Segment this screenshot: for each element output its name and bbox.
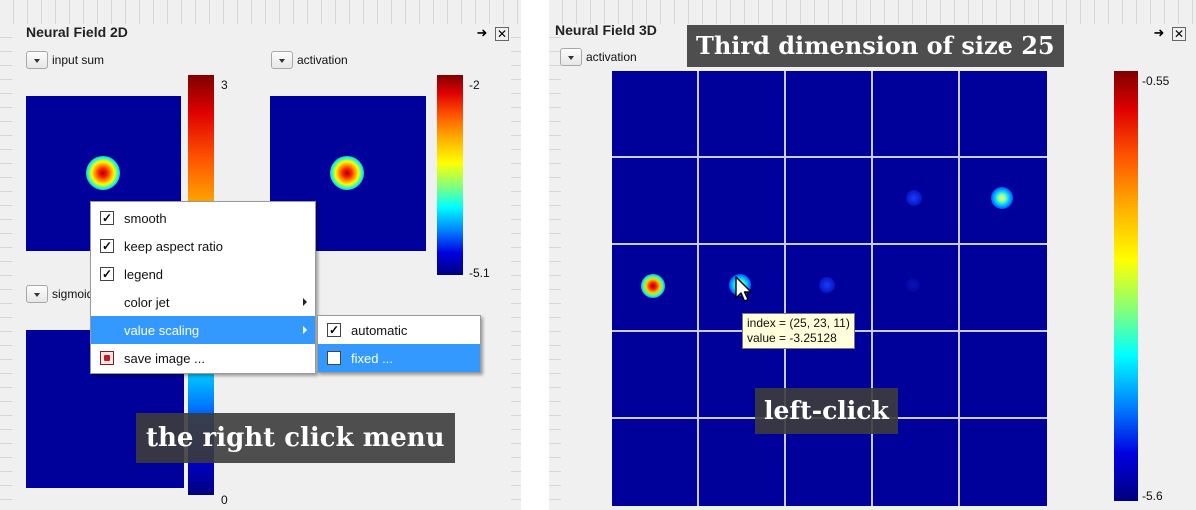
- tooltip-value: value = -3.25128: [747, 331, 837, 345]
- close-button[interactable]: ✕: [495, 27, 509, 41]
- menu-item-color-jet[interactable]: color jet: [91, 288, 315, 316]
- activation-peak: [991, 187, 1013, 209]
- input-sum-label: input sum: [52, 53, 105, 67]
- close-button[interactable]: ✕: [1172, 27, 1186, 41]
- submenu-arrow-icon: [303, 326, 307, 334]
- activation-label: activation: [586, 50, 637, 64]
- grid-divider: [612, 156, 1047, 158]
- activation-scale-max: -2: [469, 78, 480, 92]
- grid-divider: [958, 71, 960, 506]
- menu-item-label: color jet: [124, 294, 170, 310]
- undock-arrow-icon: ➜: [1153, 25, 1165, 40]
- grid-divider: [697, 71, 699, 506]
- grid-divider: [871, 71, 873, 506]
- submenu-item-automatic[interactable]: ✓ automatic: [318, 316, 480, 344]
- menu-item-save-image[interactable]: save image ...: [91, 344, 315, 372]
- activation-peak: [641, 274, 665, 298]
- activation-dropdown[interactable]: activation: [560, 48, 637, 66]
- menu-item-keep-aspect-ratio[interactable]: ✓ keep aspect ratio: [91, 232, 315, 260]
- activation-dropdown[interactable]: activation: [271, 51, 348, 69]
- activation-peak: [906, 278, 920, 292]
- submenu-item-fixed[interactable]: fixed ...: [318, 344, 480, 372]
- menu-item-value-scaling[interactable]: value scaling: [91, 316, 315, 344]
- mouse-pointer-icon: [735, 276, 752, 302]
- checkbox-unchecked-icon: [327, 351, 341, 365]
- scale-min: -5.6: [1142, 489, 1163, 503]
- activation-colorbar: [1114, 71, 1138, 501]
- menu-item-label: save image ...: [124, 350, 205, 366]
- panel-grid-edge: [549, 0, 1196, 24]
- menu-item-smooth[interactable]: ✓ smooth: [91, 204, 315, 232]
- caption-left-click: left-click: [755, 388, 898, 434]
- checkbox-checked-icon: ✓: [100, 267, 114, 281]
- menu-item-label: fixed ...: [351, 350, 393, 366]
- sigmoid-dropdown[interactable]: sigmoid: [26, 285, 93, 303]
- chevron-down-icon[interactable]: [560, 48, 582, 66]
- close-icon: ✕: [496, 27, 508, 41]
- activation-colorbar: [437, 75, 463, 275]
- input-sum-scale-max: 3: [221, 78, 228, 92]
- menu-item-label: smooth: [124, 210, 167, 226]
- undock-arrow-icon: ➜: [476, 25, 488, 40]
- menu-item-label: keep aspect ratio: [124, 238, 224, 254]
- slice-grid-heatmap[interactable]: [612, 71, 1047, 506]
- tooltip-index: index = (25, 23, 11): [747, 316, 850, 330]
- activation-peak: [819, 277, 835, 293]
- checkbox-checked-icon: ✓: [100, 239, 114, 253]
- neural-field-3d-panel: Neural Field 3D ➜ ✕ activation Third dim…: [549, 0, 1196, 510]
- menu-item-label: value scaling: [124, 322, 200, 338]
- checkbox-checked-icon: ✓: [327, 323, 341, 337]
- input-sum-dropdown[interactable]: input sum: [26, 51, 104, 69]
- submenu-arrow-icon: [303, 298, 307, 306]
- checkbox-checked-icon: ✓: [100, 211, 114, 225]
- sigmoid-label: sigmoid: [52, 287, 94, 301]
- menu-item-label: legend: [124, 266, 164, 282]
- grid-divider: [612, 243, 1047, 245]
- menu-item-label: automatic: [351, 322, 408, 338]
- activation-label: activation: [297, 53, 348, 67]
- grid-divider: [784, 71, 786, 506]
- activation-peak: [906, 190, 922, 206]
- chevron-down-icon[interactable]: [26, 285, 48, 303]
- caption-right-click-menu: the right click menu: [136, 413, 455, 463]
- scale-max: -0.55: [1142, 74, 1170, 88]
- panel-grid-edge-left: [0, 24, 12, 510]
- close-icon: ✕: [1173, 27, 1185, 41]
- menu-item-legend[interactable]: ✓ legend: [91, 260, 315, 288]
- value-tooltip: index = (25, 23, 11) value = -3.25128: [742, 313, 855, 349]
- activation-peak: [86, 156, 120, 190]
- panel-title: Neural Field 3D: [555, 22, 657, 38]
- panel-grid-edge: [0, 0, 521, 24]
- chevron-down-icon[interactable]: [271, 51, 293, 69]
- activation-scale-min: -5.1: [469, 266, 490, 280]
- activation-peak: [330, 156, 364, 190]
- panel-grid-edge-left: [549, 24, 561, 510]
- chevron-down-icon[interactable]: [26, 51, 48, 69]
- panel-title: Neural Field 2D: [26, 24, 128, 40]
- undock-button[interactable]: ➜: [475, 25, 489, 41]
- caption-third-dimension: Third dimension of size 25: [687, 25, 1064, 67]
- right-click-context-menu: ✓ smooth ✓ keep aspect ratio ✓ legend co…: [90, 201, 316, 374]
- input-sum-scale-min: 0: [221, 493, 228, 507]
- value-scaling-submenu: ✓ automatic fixed ...: [317, 315, 481, 373]
- panel-grid-edge-right: [511, 24, 521, 510]
- save-image-icon: [100, 351, 114, 365]
- undock-button[interactable]: ➜: [1152, 25, 1166, 41]
- neural-field-2d-panel: Neural Field 2D ➜ ✕ input sum 3 0 activa…: [0, 0, 521, 510]
